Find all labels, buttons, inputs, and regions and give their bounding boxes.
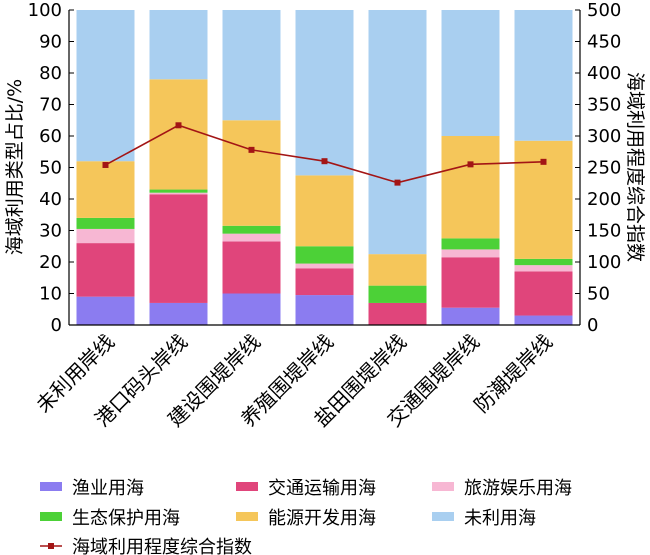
bar-segment — [295, 263, 354, 269]
bar-segment — [76, 243, 135, 297]
legend-label: 旅游娱乐用海 — [464, 478, 572, 499]
legend-swatch — [236, 482, 258, 491]
bar-segment — [295, 10, 354, 176]
bar-segment — [295, 268, 354, 296]
legend-label: 海域利用程度综合指数 — [72, 537, 252, 555]
y2-axis-title: 海域利用程度综合指数 — [624, 72, 646, 262]
bars-layer — [76, 10, 573, 325]
bar-segment — [514, 140, 573, 259]
bar-segment — [149, 10, 208, 80]
bar-segment — [441, 307, 500, 325]
legend-swatch — [40, 482, 62, 491]
bar-segment — [149, 189, 208, 193]
y2-tick-label: 300 — [587, 126, 621, 147]
bar-segment — [76, 10, 135, 162]
y2-tick-label: 200 — [587, 189, 621, 210]
ticks-layer: 0 10 20 30 40 50 60 70 80 90 100 0 50 100 150 200 250 300… — [28, 0, 622, 336]
y-tick-label: 100 — [28, 0, 62, 21]
category-label: 防潮堤岸线 — [469, 330, 557, 418]
y-tick-label: 60 — [39, 126, 62, 147]
y2-tick-label: 350 — [587, 95, 621, 116]
bar-segment — [149, 302, 208, 325]
y-tick-label: 70 — [39, 95, 62, 116]
bar-segment — [222, 241, 281, 294]
bar-segment — [441, 136, 500, 239]
legend-swatch — [432, 482, 454, 491]
bar-segment — [222, 293, 281, 325]
y2-tick-label: 50 — [587, 284, 610, 305]
bar-segment — [295, 295, 354, 325]
y-tick-label: 80 — [39, 63, 62, 84]
legend-line-marker — [48, 543, 54, 549]
index-point — [248, 146, 255, 153]
y-tick-label: 30 — [39, 221, 62, 242]
y-tick-label: 90 — [39, 32, 62, 53]
bar-segment — [149, 192, 208, 195]
y2-tick-label: 150 — [587, 221, 621, 242]
bar-segment — [368, 10, 427, 255]
bar-segment — [514, 10, 573, 141]
bar-segment — [368, 302, 427, 325]
legend-label: 未利用海 — [464, 508, 536, 529]
bar-segment — [441, 238, 500, 250]
bar-segment — [149, 194, 208, 303]
bar-segment — [295, 175, 354, 247]
legend-swatch — [432, 512, 454, 521]
bar-segment — [222, 120, 281, 226]
index-point — [321, 158, 328, 165]
bar-segment — [76, 217, 135, 229]
y-tick-label: 10 — [39, 284, 62, 305]
bar-segment — [76, 296, 135, 325]
legend-label: 交通运输用海 — [268, 478, 376, 499]
bar-segment — [368, 285, 427, 303]
bar-segment — [149, 79, 208, 190]
bar-segment — [514, 265, 573, 272]
index-point — [102, 161, 109, 168]
y2-tick-label: 100 — [587, 252, 621, 273]
y-tick-label: 40 — [39, 189, 62, 210]
line-layer — [102, 122, 547, 186]
y-tick-label: 20 — [39, 252, 62, 273]
y2-tick-label: 0 — [587, 315, 598, 336]
y2-tick-label: 450 — [587, 32, 621, 53]
y2-tick-label: 500 — [587, 0, 621, 21]
bar-segment — [222, 233, 281, 242]
index-point — [540, 158, 547, 165]
bar-segment — [76, 228, 135, 244]
y2-tick-label: 250 — [587, 158, 621, 179]
y-tick-label: 0 — [51, 315, 62, 336]
legend-swatch — [236, 512, 258, 521]
bar-segment — [514, 315, 573, 325]
legend-label: 渔业用海 — [72, 478, 144, 499]
bar-segment — [222, 10, 281, 121]
bar-segment — [222, 225, 281, 234]
bar-segment — [368, 254, 427, 286]
y-axis-title: 海域利用类型占比/% — [4, 79, 26, 255]
bar-segment — [441, 10, 500, 136]
index-point — [175, 122, 182, 129]
bar-segment — [295, 246, 354, 264]
bar-segment — [514, 258, 573, 266]
legend-label: 能源开发用海 — [268, 508, 376, 529]
bar-segment — [441, 249, 500, 258]
bar-segment — [441, 257, 500, 308]
legend-swatch — [40, 512, 62, 521]
bar-segment — [514, 271, 573, 316]
y-tick-label: 50 — [39, 158, 62, 179]
index-point — [467, 161, 474, 168]
bar-segment — [76, 161, 135, 218]
legend-label: 生态保护用海 — [72, 508, 180, 529]
y2-tick-label: 400 — [587, 63, 621, 84]
index-point — [394, 179, 401, 186]
